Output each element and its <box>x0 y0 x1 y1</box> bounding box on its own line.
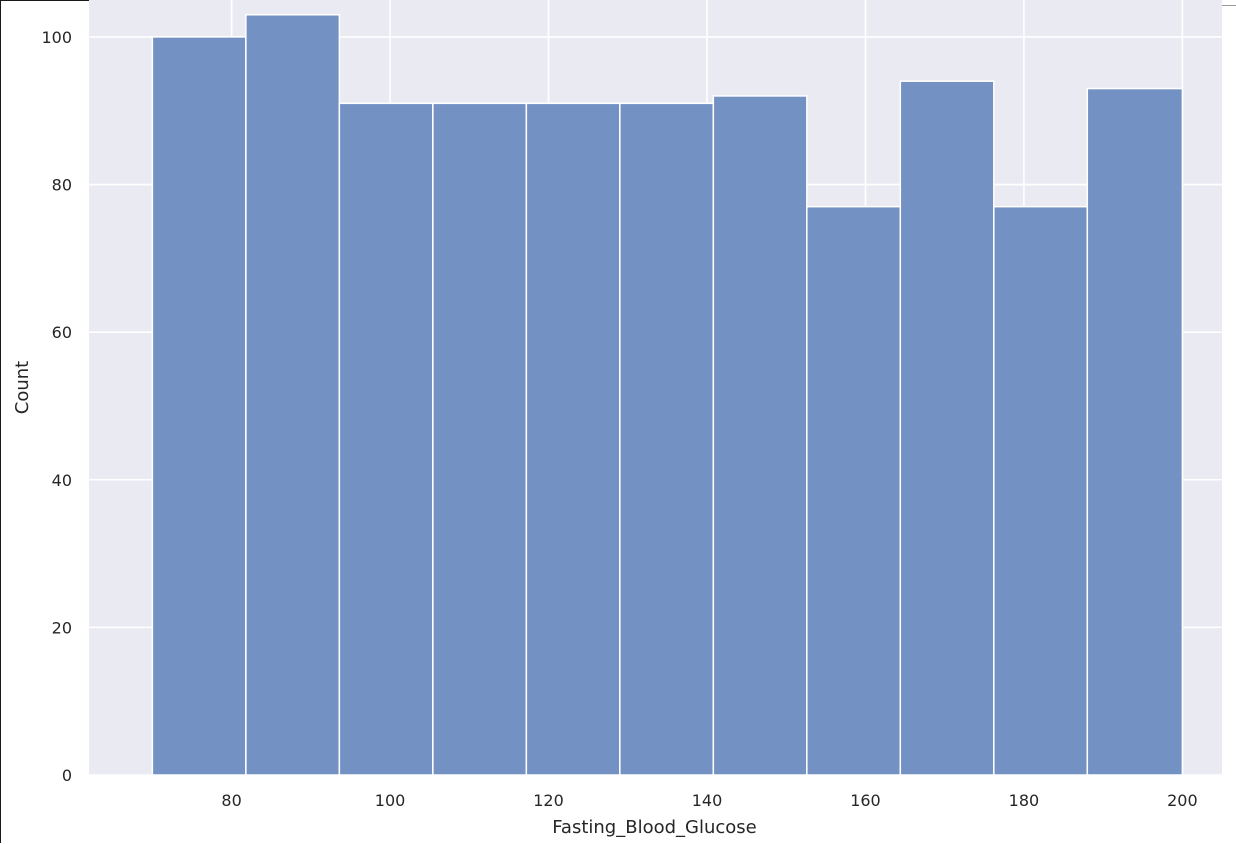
histogram-bar <box>806 205 902 776</box>
x-axis-label: Fasting_Blood_Glucose <box>552 817 757 838</box>
histogram-bars <box>151 14 1184 776</box>
x-tick-label: 120 <box>533 791 564 810</box>
histogram-bar <box>151 36 247 776</box>
x-tick-label: 80 <box>221 791 241 810</box>
histogram-bar <box>432 102 528 776</box>
x-tick-label: 140 <box>692 791 723 810</box>
y-tick-label: 60 <box>52 323 72 342</box>
y-tick-label: 0 <box>62 766 72 785</box>
x-tick-label: 100 <box>375 791 406 810</box>
histogram-bar <box>993 205 1089 776</box>
x-tick-label: 200 <box>1167 791 1198 810</box>
x-axis-ticks: 80 100 120 140 160 180 200 <box>221 791 1197 810</box>
histogram-bar <box>525 102 621 776</box>
histogram-bar <box>712 95 808 776</box>
histogram-bar <box>338 102 434 776</box>
x-tick-label: 160 <box>850 791 881 810</box>
y-tick-label: 80 <box>52 176 72 195</box>
histogram-bar <box>245 14 341 776</box>
histogram-bar <box>619 102 715 776</box>
y-tick-label: 40 <box>52 471 72 490</box>
y-axis-ticks: 0 20 40 60 80 100 <box>41 28 72 785</box>
histogram-bar <box>1086 87 1184 776</box>
y-tick-label: 20 <box>52 618 72 637</box>
histogram-bar <box>899 80 995 776</box>
y-axis-label: Count <box>12 361 33 414</box>
y-tick-label: 100 <box>41 28 72 47</box>
x-tick-label: 180 <box>1009 791 1040 810</box>
